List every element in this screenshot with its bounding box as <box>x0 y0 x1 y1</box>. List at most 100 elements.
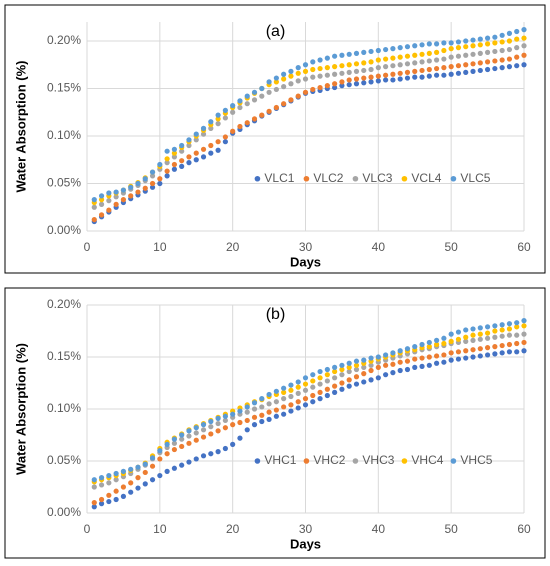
data-point <box>186 459 192 465</box>
data-point <box>499 39 505 45</box>
data-point <box>353 362 360 368</box>
data-point <box>353 81 360 87</box>
data-point <box>448 350 454 356</box>
data-point <box>426 66 432 73</box>
data-point <box>426 73 432 79</box>
data-point <box>339 380 345 386</box>
data-point <box>244 427 250 433</box>
data-point <box>412 60 418 66</box>
data-point <box>404 69 411 75</box>
data-point <box>521 62 527 68</box>
data-point <box>259 418 265 425</box>
data-point <box>324 366 330 373</box>
data-point <box>477 331 483 337</box>
data-point <box>128 466 134 472</box>
data-point <box>492 328 498 334</box>
data-point <box>441 359 447 365</box>
data-point <box>390 63 396 69</box>
data-point <box>98 475 105 481</box>
data-point <box>514 28 520 35</box>
data-point <box>215 415 221 421</box>
data-point <box>514 45 520 51</box>
data-point <box>419 59 425 65</box>
legend-swatch <box>303 175 310 182</box>
legend-swatch <box>401 175 408 182</box>
data-point <box>412 43 418 49</box>
chart-panel: 0.00% 0.05% 0.10% 0.15% 0.20% 0 10 20 30 40 50 60 (b… <box>4 287 546 559</box>
data-point <box>193 150 199 156</box>
data-point <box>514 54 520 60</box>
data-point <box>164 468 170 474</box>
data-point <box>448 54 454 60</box>
data-point <box>514 36 520 42</box>
data-point <box>222 115 228 121</box>
data-point <box>288 408 294 414</box>
y-axis-label: Water Absorption (%) <box>13 61 28 193</box>
x-tick-label: 40 <box>372 522 386 536</box>
data-point <box>346 364 352 370</box>
data-point <box>302 68 309 74</box>
data-point <box>346 377 352 383</box>
data-point <box>484 324 491 330</box>
data-point <box>186 154 192 160</box>
data-point <box>324 378 330 384</box>
data-point <box>463 44 469 50</box>
data-point <box>230 128 236 134</box>
data-point <box>193 131 199 137</box>
data-point <box>273 86 279 93</box>
data-point <box>441 72 447 78</box>
x-tick-label: 50 <box>444 240 458 254</box>
data-point <box>434 57 440 63</box>
data-point <box>98 193 105 199</box>
data-point <box>419 42 425 48</box>
data-point <box>171 161 177 168</box>
data-point <box>193 456 199 462</box>
data-point <box>135 180 141 187</box>
data-point <box>179 163 185 169</box>
data-point <box>230 109 236 115</box>
y-tick-label: 0.10% <box>47 128 81 142</box>
data-point <box>470 37 476 43</box>
legend-swatch <box>352 458 359 464</box>
data-point <box>477 346 483 352</box>
data-point <box>251 116 258 122</box>
data-point <box>484 335 491 341</box>
data-point <box>492 34 498 40</box>
data-point <box>455 356 462 362</box>
data-point <box>149 173 156 179</box>
data-point <box>230 411 236 417</box>
data-point <box>230 441 236 447</box>
data-point <box>193 430 199 436</box>
data-point <box>295 379 301 385</box>
data-point <box>484 352 491 358</box>
data-point <box>441 40 447 46</box>
data-point <box>317 368 323 375</box>
legend-label: VLC5 <box>460 171 490 185</box>
data-point <box>339 83 345 89</box>
data-point <box>222 417 228 424</box>
data-point <box>455 349 462 355</box>
data-point <box>208 119 214 125</box>
y-tick-label: 0.20% <box>47 297 81 311</box>
data-point <box>259 404 265 410</box>
data-point <box>310 378 316 384</box>
data-point <box>259 93 265 99</box>
data-point <box>273 407 279 413</box>
data-point <box>426 354 432 360</box>
data-point <box>157 456 163 462</box>
data-point <box>470 68 476 74</box>
data-point <box>288 81 294 87</box>
data-point <box>361 379 367 385</box>
data-point <box>514 332 520 338</box>
data-point <box>521 318 527 324</box>
data-point <box>273 79 279 85</box>
data-point <box>353 50 360 56</box>
data-point <box>499 65 505 71</box>
data-point <box>463 334 469 340</box>
data-point <box>164 156 170 162</box>
data-point <box>186 142 192 149</box>
data-point <box>419 363 425 369</box>
data-point <box>222 445 228 452</box>
data-point <box>324 372 330 378</box>
data-point <box>499 333 505 339</box>
